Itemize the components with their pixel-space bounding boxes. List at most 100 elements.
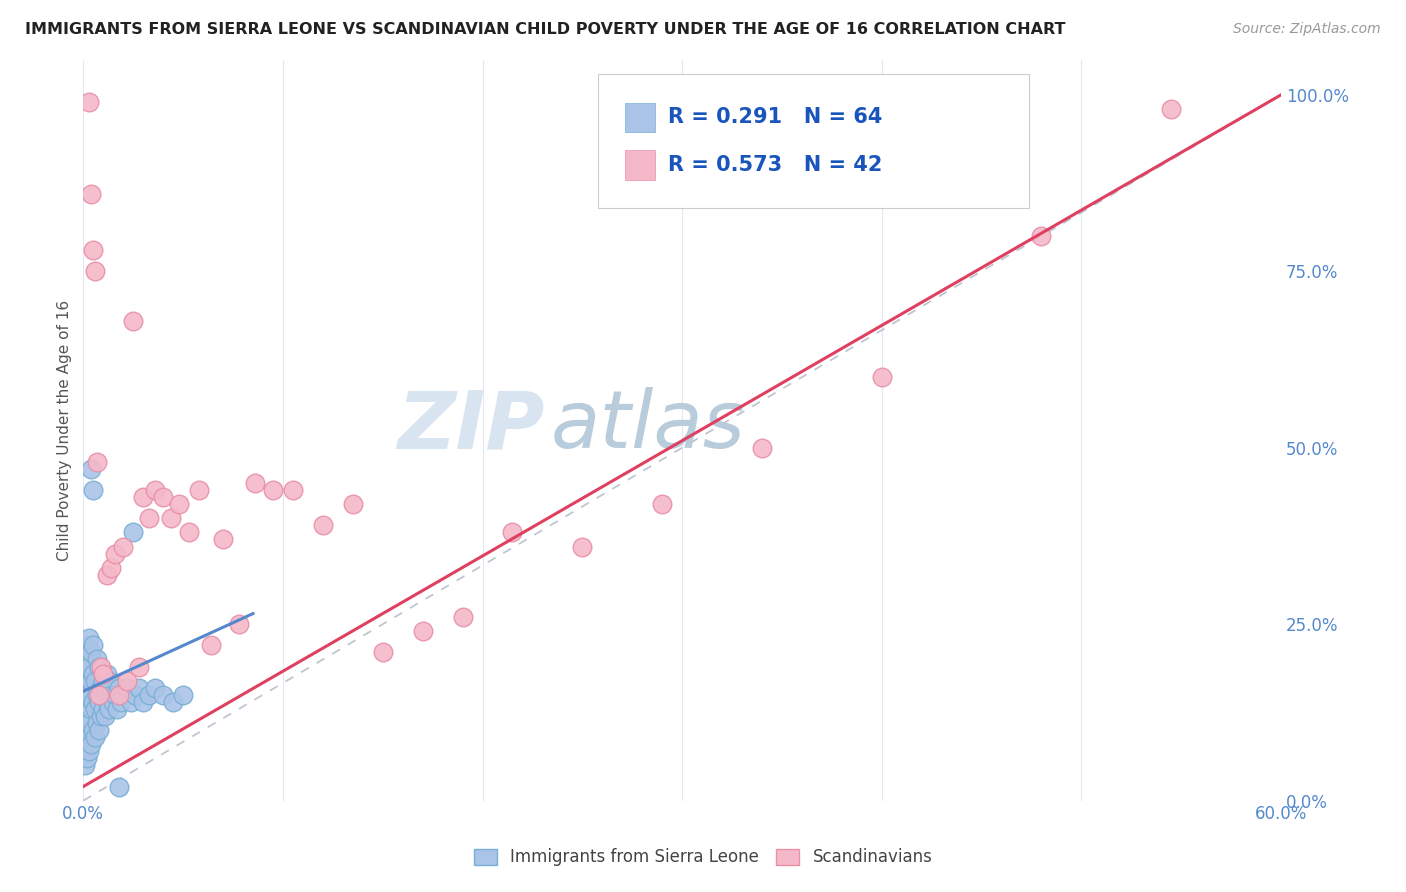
Point [120, 695, 142, 709]
Point [281, 483, 304, 497]
Point [162, 695, 184, 709]
Text: Source: ZipAtlas.com: Source: ZipAtlas.com [1233, 22, 1381, 37]
Point [80, 737, 103, 751]
Point [132, 695, 155, 709]
Bar [624, 150, 655, 179]
Point [112, 540, 135, 554]
Point [75, 666, 97, 681]
Point [80, 673, 103, 688]
Point [84, 264, 107, 278]
Point [94, 681, 117, 695]
Point [167, 497, 190, 511]
Point [82, 666, 104, 681]
Point [115, 673, 138, 688]
Point [86, 652, 108, 666]
Point [108, 780, 131, 794]
Text: ZIP: ZIP [396, 387, 544, 466]
Point [143, 483, 166, 497]
Point [122, 314, 145, 328]
Point [82, 695, 104, 709]
Point [80, 462, 103, 476]
Point [96, 695, 118, 709]
Point [76, 709, 98, 723]
Point [110, 695, 132, 709]
Point [91, 673, 114, 688]
Point [100, 560, 122, 574]
Point [75, 723, 97, 737]
Point [143, 681, 166, 695]
Point [90, 709, 112, 723]
Point [104, 688, 127, 702]
Point [89, 695, 111, 709]
Point [77, 688, 100, 702]
Point [84, 673, 107, 688]
Y-axis label: Child Poverty Under the Age of 16: Child Poverty Under the Age of 16 [58, 300, 72, 561]
Point [188, 483, 211, 497]
Point [80, 645, 103, 659]
Point [115, 681, 138, 695]
Point [108, 681, 131, 695]
Point [412, 624, 434, 639]
Point [86, 688, 108, 702]
Point [86, 716, 108, 731]
Point [122, 525, 145, 540]
Point [76, 652, 98, 666]
Point [76, 730, 98, 744]
Point [76, 681, 98, 695]
Point [89, 723, 111, 737]
Point [228, 617, 250, 632]
Point [91, 702, 114, 716]
Point [172, 688, 194, 702]
Point [75, 737, 97, 751]
Point [751, 441, 773, 455]
Point [571, 540, 593, 554]
Point [90, 659, 112, 673]
Point [76, 638, 98, 652]
Point [870, 370, 893, 384]
Point [128, 659, 150, 673]
Point [77, 95, 100, 109]
Point [84, 702, 107, 716]
Point [200, 638, 222, 652]
Point [86, 455, 108, 469]
Point [1031, 229, 1053, 244]
Point [96, 666, 118, 681]
Point [371, 645, 394, 659]
Point [77, 632, 100, 646]
Point [76, 751, 98, 765]
Point [80, 702, 103, 716]
Point [75, 758, 97, 772]
Point [82, 638, 104, 652]
Point [152, 688, 174, 702]
Text: R = 0.573   N = 42: R = 0.573 N = 42 [668, 155, 882, 175]
Point [98, 673, 121, 688]
Point [501, 525, 523, 540]
Point [112, 688, 135, 702]
Point [82, 243, 104, 257]
Point [451, 610, 474, 624]
Point [138, 688, 160, 702]
Point [100, 688, 122, 702]
Text: IMMIGRANTS FROM SIERRA LEONE VS SCANDINAVIAN CHILD POVERTY UNDER THE AGE OF 16 C: IMMIGRANTS FROM SIERRA LEONE VS SCANDINA… [25, 22, 1066, 37]
Bar [624, 103, 655, 132]
Point [103, 695, 125, 709]
Point [651, 497, 673, 511]
FancyBboxPatch shape [599, 74, 1029, 208]
Point [77, 659, 100, 673]
Point [94, 709, 117, 723]
Point [138, 511, 160, 525]
Point [77, 716, 100, 731]
Point [104, 547, 127, 561]
Point [75, 695, 97, 709]
Point [108, 688, 131, 702]
Point [84, 730, 107, 744]
Text: atlas: atlas [550, 387, 745, 466]
Point [312, 518, 335, 533]
Point [91, 666, 114, 681]
Point [80, 186, 103, 201]
Point [77, 744, 100, 758]
Point [262, 483, 284, 497]
Point [128, 681, 150, 695]
Point [105, 702, 128, 716]
Point [160, 511, 183, 525]
